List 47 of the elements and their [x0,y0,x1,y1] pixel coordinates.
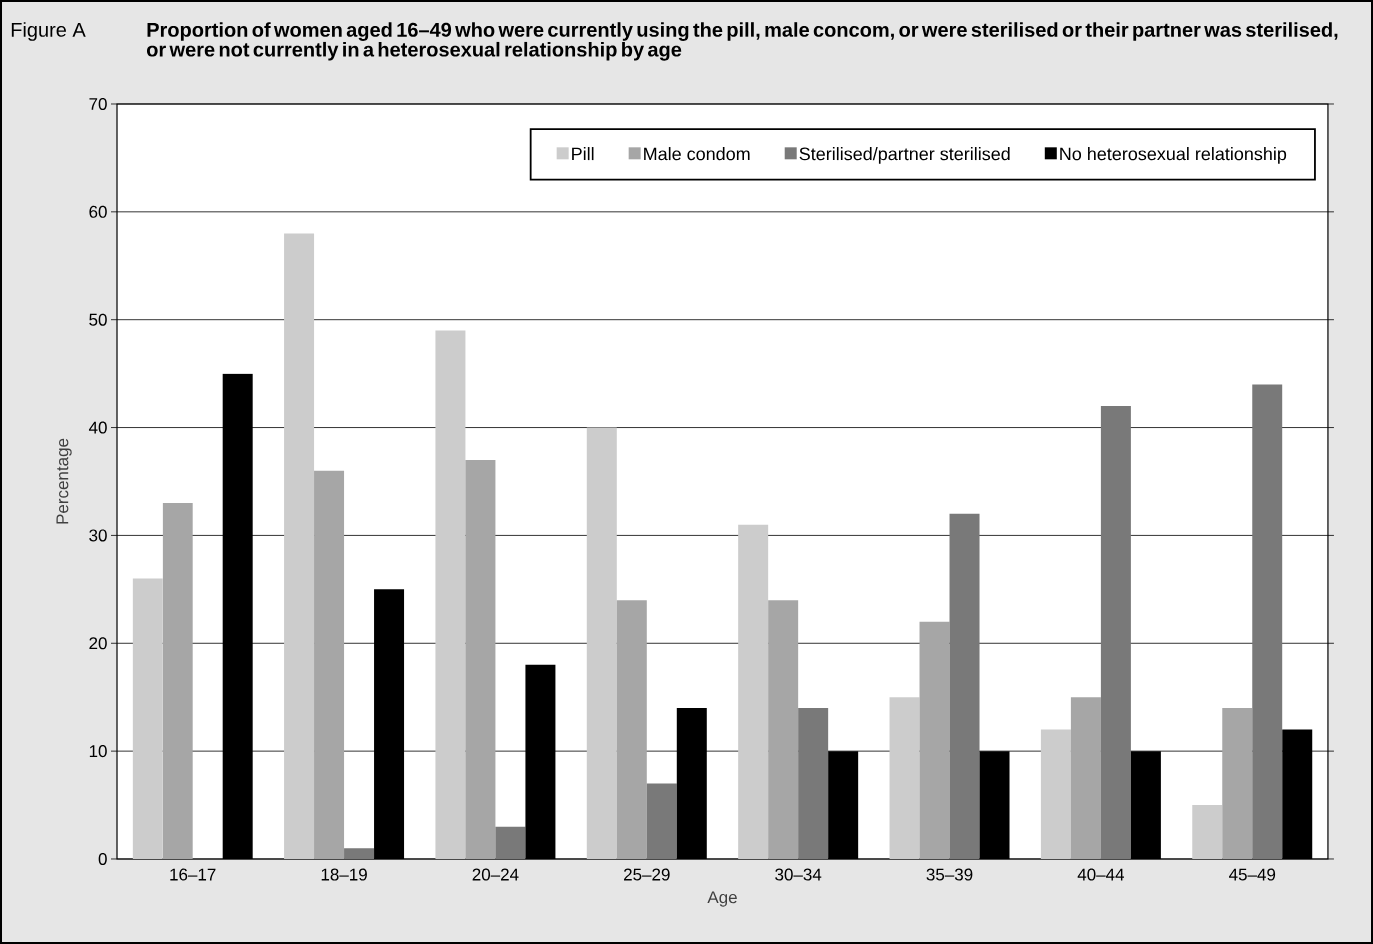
bar [1222,707,1253,859]
x-tick-label: 35–39 [926,868,973,881]
bar [798,707,829,859]
x-tick-label: 45–49 [1229,868,1276,881]
y-tick-label: 30 [89,529,107,542]
y-tick-label: 60 [89,205,107,218]
bar [646,783,677,859]
y-tick-label: 50 [89,313,107,326]
x-tick-label: 25–29 [624,868,670,881]
y-tick-label: 10 [89,745,107,758]
chart-title: Proportion of women aged 16–49 who were currently using the pill, male concom, or were sterilised or their partner was sterilised, or were not currently in a heterosexual relationship by age [146,22,1338,61]
bar [616,600,647,859]
bar [1040,729,1071,859]
text: Figure A [11,22,86,41]
bar [435,330,466,859]
bar [919,621,950,859]
bar [314,470,345,859]
legend-label: Pill [572,147,594,161]
bar [284,233,315,859]
bar [465,459,496,859]
legend-label: No heterosexual relationship [1060,147,1287,164]
x-tick-label: 40–44 [1077,868,1125,881]
bar [768,600,799,859]
x-tick-label: 30–34 [775,868,822,881]
bar [162,503,193,859]
bar [889,697,920,859]
y-tick-label: 0 [98,852,107,866]
bar [586,427,617,859]
bar [949,513,980,859]
bar [344,848,375,859]
y-tick-label: 70 [89,97,107,111]
bar [132,578,163,859]
legend-label: Male condom [644,147,750,161]
bar [738,524,769,859]
bar [1252,384,1283,859]
x-tick-label: 18–19 [321,868,367,881]
x-tick-label: 16–17 [170,868,216,881]
bar [1192,805,1223,859]
bar [1100,405,1131,859]
y-tick-label: 20 [89,637,107,650]
bar [495,826,526,859]
x-axis-title: Age [707,891,737,907]
y-tick-label: 40 [88,421,107,434]
legend-label: Sterilised/partner sterilised [799,147,1010,164]
bar [1070,697,1101,859]
x-tick-label: 20–24 [472,868,519,881]
y-axis-title: Percentage [56,438,72,524]
